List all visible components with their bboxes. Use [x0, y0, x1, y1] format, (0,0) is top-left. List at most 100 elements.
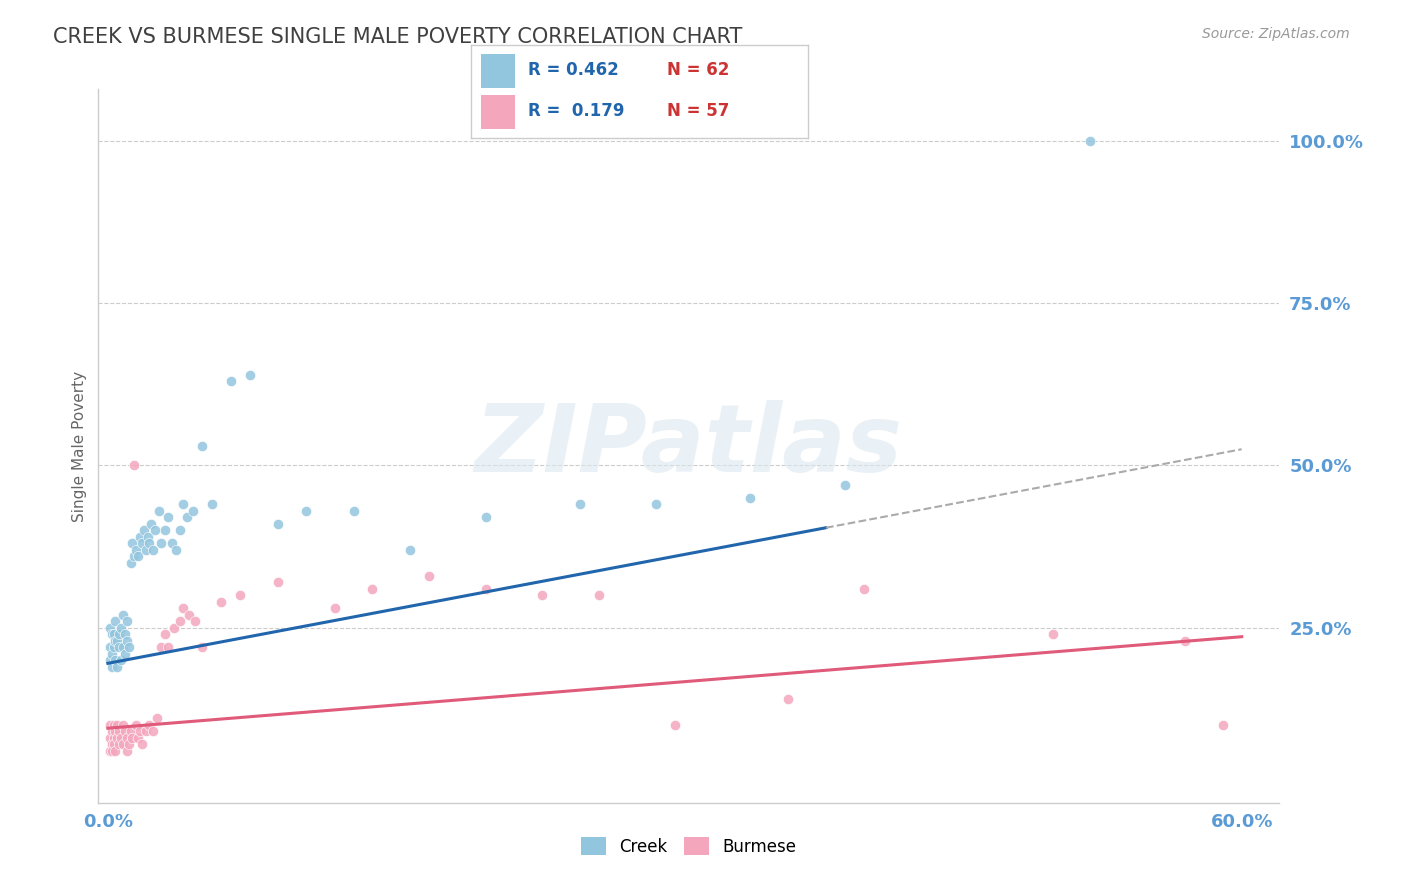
Point — [136, 530, 159, 544]
Point — [172, 601, 194, 615]
Point — [163, 621, 186, 635]
Point — [1080, 134, 1102, 148]
Point — [852, 582, 875, 596]
Point — [104, 653, 127, 667]
Point — [157, 510, 180, 524]
Point — [135, 542, 157, 557]
Point — [115, 614, 138, 628]
Point — [110, 731, 132, 745]
Point — [475, 582, 498, 596]
Point — [475, 510, 498, 524]
Point — [111, 718, 134, 732]
Point — [114, 647, 136, 661]
Text: R =  0.179: R = 0.179 — [529, 102, 624, 120]
Point — [104, 744, 127, 758]
Point — [160, 536, 183, 550]
Point — [176, 510, 198, 524]
Point — [141, 516, 163, 531]
Point — [778, 692, 800, 706]
Point — [111, 607, 134, 622]
Point — [111, 738, 134, 752]
Legend: Creek, Burmese: Creek, Burmese — [575, 830, 803, 863]
Point — [108, 640, 131, 654]
Point — [103, 640, 125, 654]
Point — [361, 582, 384, 596]
Point — [1042, 627, 1064, 641]
Point — [149, 640, 172, 654]
Point — [105, 633, 128, 648]
Point — [149, 536, 172, 550]
Point — [110, 621, 132, 635]
Point — [418, 568, 440, 582]
Point — [131, 738, 153, 752]
Text: R = 0.462: R = 0.462 — [529, 62, 619, 79]
Text: ZIPatlas: ZIPatlas — [475, 400, 903, 492]
Point — [111, 640, 134, 654]
Point — [143, 524, 166, 538]
Point — [115, 731, 138, 745]
Point — [219, 374, 242, 388]
Point — [98, 653, 121, 667]
Point — [104, 614, 127, 628]
Point — [98, 731, 121, 745]
Point — [98, 744, 121, 758]
Point — [115, 744, 138, 758]
Point — [342, 504, 364, 518]
Point — [118, 640, 141, 654]
Point — [124, 458, 146, 473]
Point — [1212, 718, 1234, 732]
Point — [103, 627, 125, 641]
Point — [184, 614, 207, 628]
Point — [740, 491, 762, 505]
Point — [239, 368, 262, 382]
Point — [201, 497, 224, 511]
Point — [108, 738, 131, 752]
Point — [100, 738, 122, 752]
FancyBboxPatch shape — [481, 95, 515, 129]
Point — [114, 724, 136, 739]
Point — [169, 614, 191, 628]
Point — [153, 524, 176, 538]
Point — [209, 595, 232, 609]
Point — [127, 549, 149, 564]
Point — [100, 724, 122, 739]
Point — [569, 497, 592, 511]
Text: Source: ZipAtlas.com: Source: ZipAtlas.com — [1202, 27, 1350, 41]
Point — [644, 497, 666, 511]
Point — [129, 724, 152, 739]
Point — [135, 724, 157, 739]
Point — [104, 724, 127, 739]
FancyBboxPatch shape — [481, 54, 515, 87]
Point — [146, 711, 169, 725]
Point — [105, 718, 128, 732]
Point — [108, 724, 131, 739]
Point — [100, 647, 122, 661]
Point — [834, 478, 856, 492]
Point — [172, 497, 194, 511]
Point — [142, 724, 165, 739]
Text: N = 62: N = 62 — [666, 62, 730, 79]
Point — [105, 659, 128, 673]
Point — [267, 516, 290, 531]
Point — [179, 607, 201, 622]
Point — [664, 718, 686, 732]
Point — [295, 504, 318, 518]
Point — [165, 542, 187, 557]
Point — [103, 738, 125, 752]
Point — [588, 588, 610, 602]
Point — [127, 731, 149, 745]
Point — [157, 640, 180, 654]
Point — [131, 536, 153, 550]
Point — [1174, 633, 1197, 648]
Point — [103, 718, 125, 732]
Point — [110, 653, 132, 667]
Text: N = 57: N = 57 — [666, 102, 730, 120]
Point — [148, 504, 170, 518]
Point — [98, 640, 121, 654]
Point — [98, 718, 121, 732]
Y-axis label: Single Male Poverty: Single Male Poverty — [72, 370, 87, 522]
Point — [191, 439, 214, 453]
Point — [142, 542, 165, 557]
Point — [323, 601, 346, 615]
Point — [181, 504, 204, 518]
